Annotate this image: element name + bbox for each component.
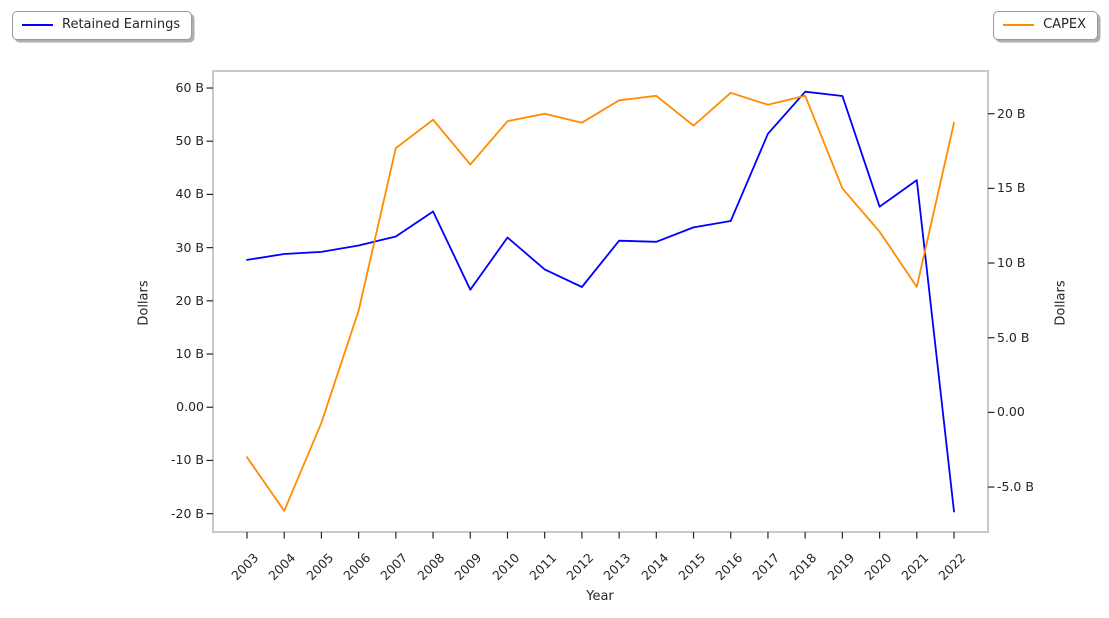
- left-axis-tick-label: 20 B: [175, 292, 204, 308]
- retained-earnings-line: [246, 90, 955, 513]
- right-axis-tick-label: -5.0 B: [997, 479, 1034, 495]
- capex-line: [246, 91, 955, 512]
- left-axis-tick-label: 40 B: [175, 186, 204, 202]
- left-axis-tick-label: 30 B: [175, 239, 204, 255]
- right-axis-tick-label: 20 B: [997, 105, 1026, 121]
- right-axis-tick-label: 10 B: [997, 255, 1026, 271]
- left-axis-tick-label: 0.00: [176, 399, 204, 415]
- legend-capex: CAPEX: [993, 11, 1098, 40]
- right-axis-tick-label: 5.0 B: [997, 329, 1030, 345]
- left-axis-tick-label: -20 B: [171, 505, 204, 521]
- legend-capex-label: CAPEX: [1043, 17, 1086, 32]
- capex-line-swatch: [1003, 24, 1035, 26]
- left-axis-title: Dollars: [136, 280, 152, 326]
- retained-earnings-line-swatch: [22, 24, 53, 26]
- left-axis-tick-label: 60 B: [175, 80, 204, 96]
- left-axis-tick-label: 10 B: [175, 346, 204, 362]
- left-axis-tick-label: -10 B: [171, 452, 204, 468]
- legend-retained-earnings: Retained Earnings: [12, 11, 193, 40]
- legend-retained-earnings-label: Retained Earnings: [62, 17, 181, 32]
- plot-frame: [212, 70, 989, 533]
- right-axis-tick-label: 0.00: [997, 404, 1025, 420]
- left-axis-tick-label: 50 B: [175, 133, 204, 149]
- right-axis-title: Dollars: [1053, 280, 1069, 326]
- right-axis-tick-label: 15 B: [997, 180, 1026, 196]
- x-axis-title: Year: [586, 589, 614, 604]
